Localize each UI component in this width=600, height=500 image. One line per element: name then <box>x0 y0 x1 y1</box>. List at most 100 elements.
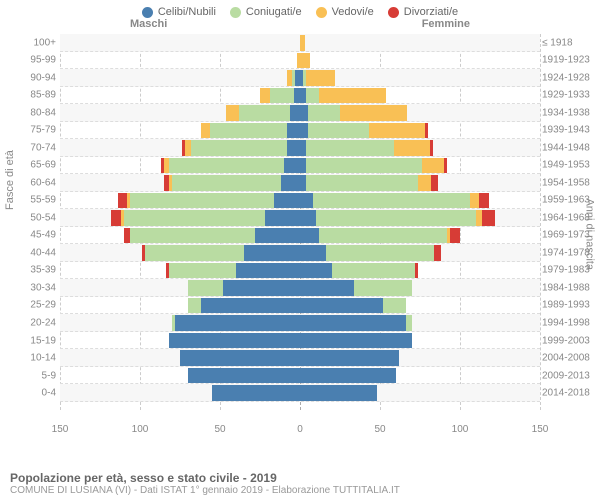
bar-female-vedovi <box>319 88 386 104</box>
birth-year-label: 1919-1923 <box>542 55 596 66</box>
bars <box>60 193 540 209</box>
age-label: 95-99 <box>12 55 56 66</box>
bar-male-divorziati <box>111 210 121 226</box>
bars <box>60 88 540 104</box>
bar-male-vedovi <box>121 210 124 226</box>
bar-female-celibi <box>300 210 316 226</box>
bar-female-divorziati <box>430 140 433 156</box>
bars <box>60 35 540 51</box>
birth-year-label: 1929-1933 <box>542 90 596 101</box>
chart-title: Popolazione per età, sesso e stato civil… <box>10 471 400 485</box>
population-pyramid-chart: Celibi/NubiliConiugati/eVedovi/eDivorzia… <box>0 0 600 500</box>
age-label: 80-84 <box>12 107 56 118</box>
bar-female-coniugati <box>308 105 340 121</box>
bar-male-vedovi <box>185 140 191 156</box>
bar-male-coniugati <box>239 105 290 121</box>
age-label: 85-89 <box>12 90 56 101</box>
bar-male-coniugati <box>130 193 274 209</box>
bar-male-coniugati <box>172 315 175 331</box>
bar-male-vedovi <box>226 105 239 121</box>
bar-male-celibi <box>188 368 300 384</box>
bar-male-divorziati <box>182 140 185 156</box>
bar-male-divorziati <box>118 193 128 209</box>
legend-item: Vedovi/e <box>316 6 374 18</box>
birth-year-label: 2009-2013 <box>542 370 596 381</box>
bar-female-celibi <box>300 263 332 279</box>
legend-swatch <box>142 7 153 18</box>
age-label: 10-14 <box>12 353 56 364</box>
bar-male-divorziati <box>142 245 145 261</box>
bar-male-coniugati <box>172 175 281 191</box>
birth-year-label: 1939-1943 <box>542 125 596 136</box>
bar-female-coniugati <box>308 123 369 139</box>
x-tick-label: 150 <box>52 424 69 435</box>
bars <box>60 70 540 86</box>
bar-female-celibi <box>300 298 383 314</box>
birth-year-label: 1989-1993 <box>542 300 596 311</box>
birth-year-label: 1979-1983 <box>542 265 596 276</box>
age-label: 70-74 <box>12 142 56 153</box>
pyramid-row: 20-241994-1998 <box>60 314 540 332</box>
bar-male-coniugati <box>169 263 236 279</box>
birth-year-label: 1969-1973 <box>542 230 596 241</box>
bars <box>60 53 540 69</box>
birth-year-label: 1974-1978 <box>542 247 596 258</box>
bar-female-celibi <box>300 228 319 244</box>
bar-male-celibi <box>175 315 300 331</box>
age-label: 55-59 <box>12 195 56 206</box>
birth-year-label: 1954-1958 <box>542 177 596 188</box>
bar-female-coniugati <box>306 158 421 174</box>
x-tick-label: 50 <box>374 424 385 435</box>
pyramid-row: 75-791939-1943 <box>60 122 540 140</box>
birth-year-label: 1949-1953 <box>542 160 596 171</box>
bar-male-coniugati <box>169 158 284 174</box>
bar-female-divorziati <box>425 123 428 139</box>
bar-male-coniugati <box>145 245 244 261</box>
bar-male-coniugati <box>292 70 295 86</box>
age-label: 5-9 <box>12 370 56 381</box>
pyramid-row: 100+≤ 1918 <box>60 34 540 52</box>
gender-headers: Maschi Femmine <box>0 18 600 34</box>
pyramid-row: 25-291989-1993 <box>60 297 540 315</box>
legend-label: Divorziati/e <box>404 6 458 18</box>
male-header: Maschi <box>130 18 167 30</box>
bar-female-vedovi <box>418 175 431 191</box>
birth-year-label: 1964-1968 <box>542 212 596 223</box>
bar-female-celibi <box>300 193 313 209</box>
legend-item: Coniugati/e <box>230 6 302 18</box>
bar-female-divorziati <box>479 193 489 209</box>
bars <box>60 298 540 314</box>
pyramid-row: 10-142004-2008 <box>60 349 540 367</box>
bars <box>60 263 540 279</box>
bars <box>60 333 540 349</box>
bar-female-coniugati <box>306 175 418 191</box>
bar-female-celibi <box>300 385 377 401</box>
bar-male-celibi <box>236 263 300 279</box>
bar-female-coniugati <box>306 88 319 104</box>
bar-male-vedovi <box>164 158 169 174</box>
legend-item: Divorziati/e <box>388 6 458 18</box>
age-label: 100+ <box>12 37 56 48</box>
pyramid-row: 65-691949-1953 <box>60 157 540 175</box>
bar-male-coniugati <box>191 140 287 156</box>
bar-female-divorziati <box>431 175 437 191</box>
bar-male-vedovi <box>169 175 172 191</box>
birth-year-label: ≤ 1918 <box>542 37 596 48</box>
bar-female-coniugati <box>326 245 435 261</box>
bar-female-celibi <box>300 350 399 366</box>
grid-line <box>540 34 541 410</box>
age-label: 90-94 <box>12 72 56 83</box>
bar-male-coniugati <box>188 298 201 314</box>
x-tick-label: 50 <box>214 424 225 435</box>
x-tick-label: 100 <box>452 424 469 435</box>
bar-male-vedovi <box>287 70 292 86</box>
x-tick-label: 150 <box>532 424 549 435</box>
age-label: 35-39 <box>12 265 56 276</box>
plot-area: 100+≤ 191895-991919-192390-941924-192885… <box>60 34 540 424</box>
bars <box>60 350 540 366</box>
bar-male-divorziati <box>161 158 164 174</box>
pyramid-row: 40-441974-1978 <box>60 244 540 262</box>
pyramid-row: 60-641954-1958 <box>60 174 540 192</box>
bar-male-vedovi <box>127 193 130 209</box>
bars <box>60 280 540 296</box>
